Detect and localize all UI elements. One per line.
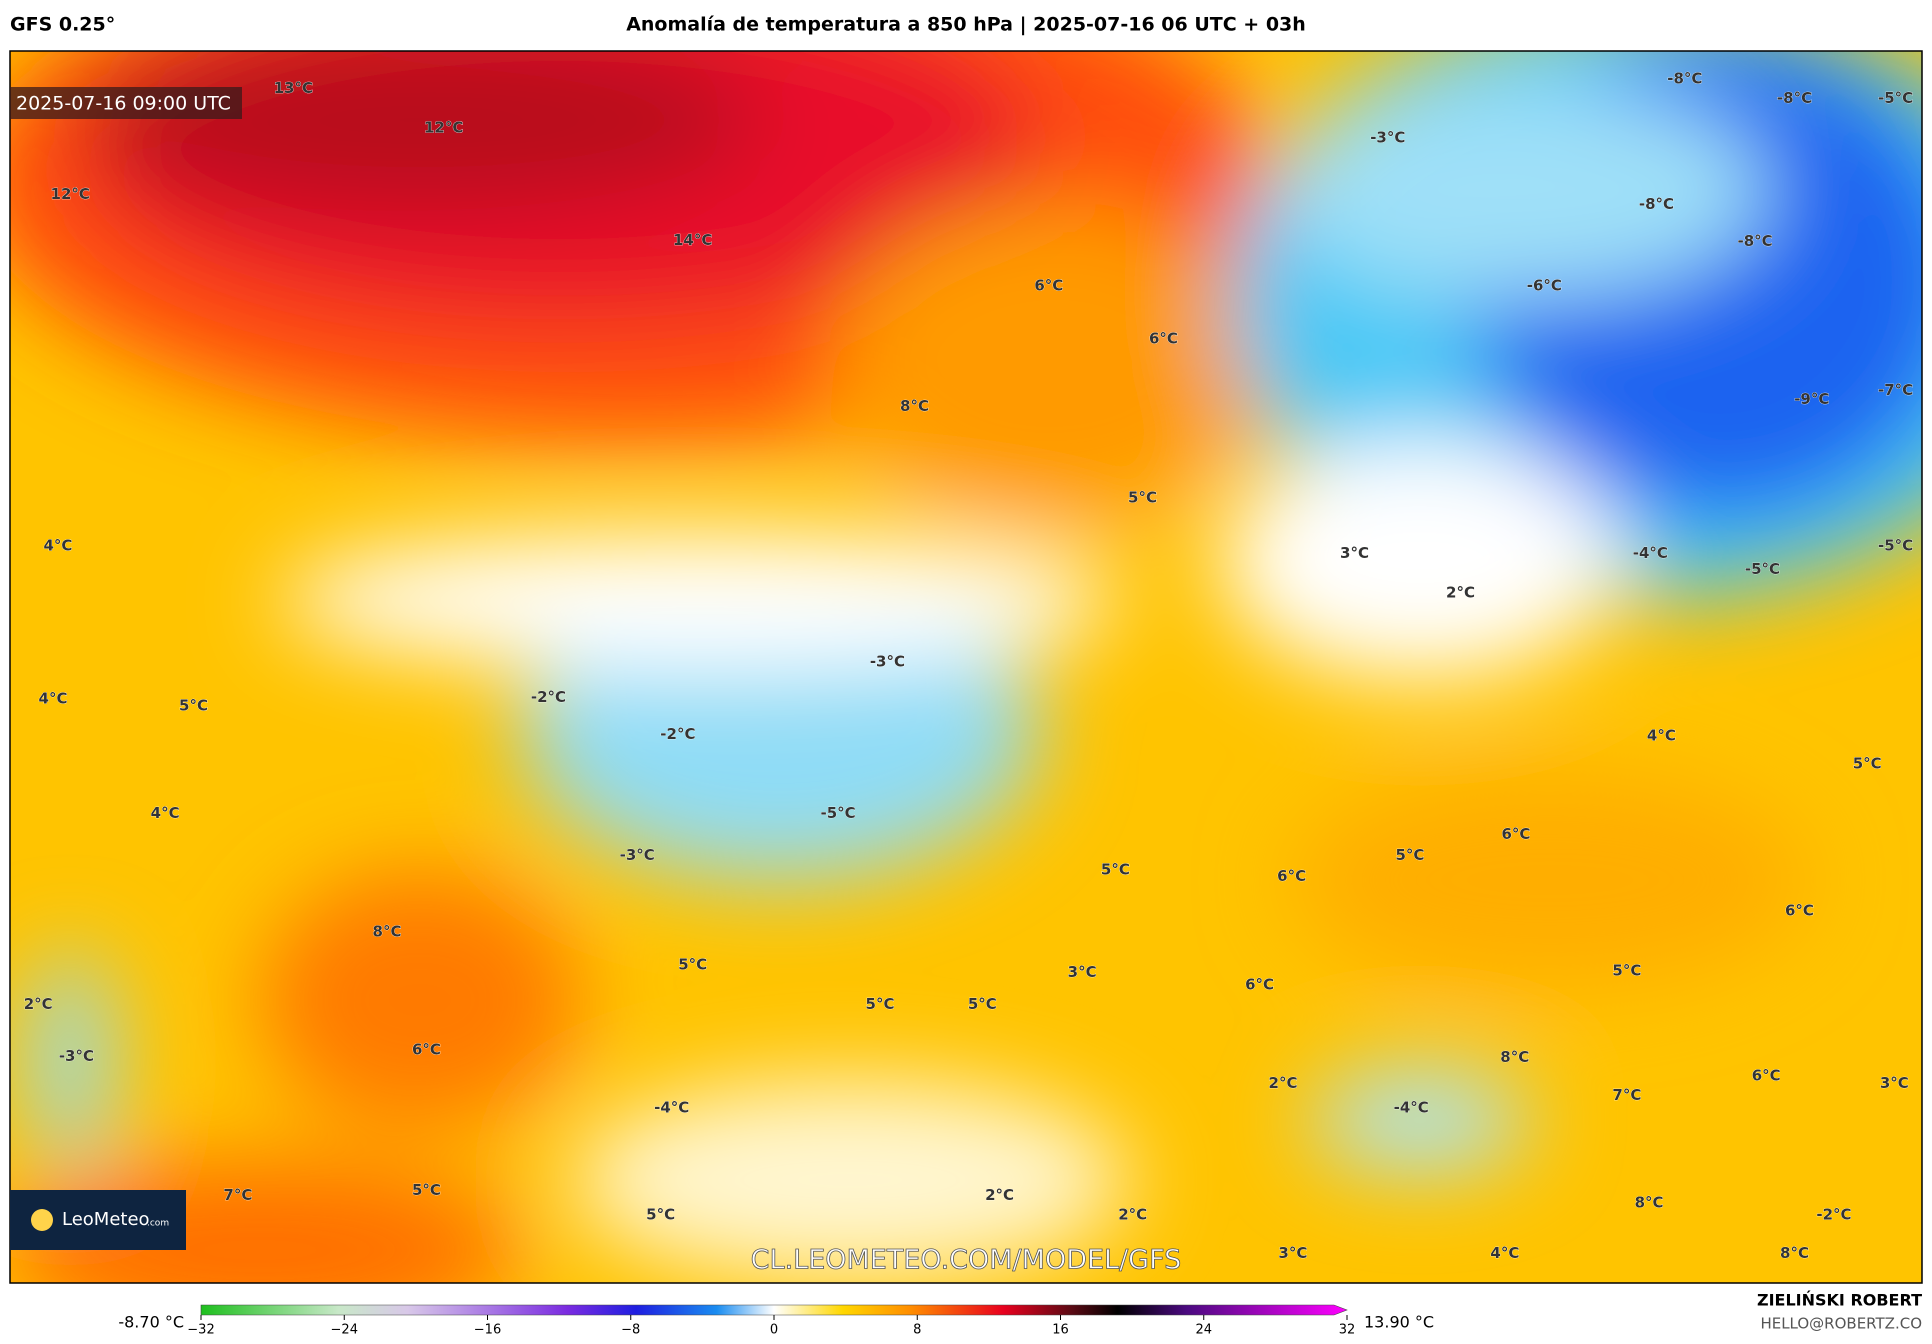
- temperature-label: -9°C: [1794, 390, 1829, 408]
- map-labels: 13°C 12°C 12°C 14°C 6°C 6°C 8°C 5°C 4°C 3°C 2°C -3°…: [23, 69, 1913, 1262]
- temperature-label: 6°C: [1245, 975, 1274, 993]
- temperature-label: 4°C: [43, 536, 72, 554]
- temperature-label: 5°C: [1612, 962, 1641, 980]
- temperature-label: 8°C: [1635, 1193, 1664, 1211]
- colorbar-max: 13.90 °C: [1364, 1313, 1434, 1332]
- temperature-label: -8°C: [1639, 195, 1674, 213]
- map-title: Anomalía de temperatura a 850 hPa | 2025…: [626, 14, 1306, 36]
- temperature-label: -2°C: [660, 725, 695, 743]
- temperature-label: 5°C: [412, 1181, 441, 1199]
- logo: LeoMeteo: [62, 1209, 150, 1230]
- email: HELLO@ROBERTZ.CO: [1760, 1315, 1922, 1333]
- temperature-label: 12°C: [424, 119, 463, 137]
- author: ZIELIŃSKI ROBERT: [1757, 1291, 1922, 1310]
- temperature-label: -8°C: [1667, 69, 1702, 87]
- temperature-label: -5°C: [1878, 89, 1913, 107]
- temperature-label: 7°C: [223, 1186, 252, 1204]
- temperature-label: 6°C: [1785, 901, 1814, 919]
- temperature-label: 3°C: [1340, 544, 1369, 562]
- temperature-label: -4°C: [654, 1099, 689, 1117]
- temperature-label: -3°C: [870, 652, 905, 670]
- temperature-label: -8°C: [1737, 232, 1772, 250]
- temperature-label: 5°C: [1128, 488, 1157, 506]
- temperature-label: 6°C: [1149, 329, 1178, 347]
- colorbar-tick-label: 24: [1195, 1323, 1212, 1338]
- temperature-label: 3°C: [1068, 963, 1097, 981]
- temperature-label: 8°C: [373, 922, 402, 940]
- temperature-label: 6°C: [1501, 825, 1530, 843]
- temperature-label: 6°C: [1277, 867, 1306, 885]
- temperature-label: 2°C: [1118, 1206, 1147, 1224]
- temperature-label: -2°C: [531, 688, 566, 706]
- temperature-label: 4°C: [1490, 1244, 1519, 1262]
- logo-sun: [31, 1209, 53, 1231]
- temperature-label: -7°C: [1878, 381, 1913, 399]
- temperature-label: 5°C: [968, 995, 997, 1013]
- temperature-label: 5°C: [1396, 846, 1425, 864]
- colorbar-tick-label: −8: [621, 1323, 640, 1338]
- temperature-label: -5°C: [1878, 536, 1913, 554]
- temperature-label: -4°C: [1633, 544, 1668, 562]
- temperature-label: 4°C: [151, 804, 180, 822]
- temperature-label: 8°C: [1780, 1244, 1809, 1262]
- colorbar-min: -8.70 °C: [118, 1313, 184, 1332]
- temperature-label: 4°C: [39, 689, 68, 707]
- timestamp-box: [10, 87, 242, 119]
- colorbar: [200, 1304, 1348, 1316]
- temperature-label: -5°C: [1745, 560, 1780, 578]
- temperature-label: -8°C: [1777, 89, 1812, 107]
- colorbar-tick-label: 0: [770, 1323, 778, 1338]
- temperature-label: 2°C: [1446, 583, 1475, 601]
- temperature-label: 5°C: [646, 1206, 675, 1224]
- temperature-label: 7°C: [1612, 1086, 1641, 1104]
- colorbar-tick-label: 16: [1052, 1323, 1069, 1338]
- temperature-label: 13°C: [274, 79, 313, 97]
- timestamp: 2025-07-16 09:00 UTC: [16, 93, 231, 115]
- temperature-label: 5°C: [866, 995, 895, 1013]
- temperature-label: 3°C: [1880, 1074, 1909, 1092]
- temperature-label: -3°C: [1370, 129, 1405, 147]
- temperature-label: 5°C: [1853, 755, 1882, 773]
- temperature-label: 2°C: [24, 995, 53, 1013]
- colorbar-tick-label: 8: [913, 1323, 921, 1338]
- colorbar-tick-label: −16: [474, 1323, 501, 1338]
- temperature-label: 2°C: [1269, 1074, 1298, 1092]
- temperature-label: 12°C: [51, 185, 90, 203]
- watermark: CL.LEOMETEO.COM/MODEL/GFS: [751, 1245, 1182, 1276]
- temperature-label: 8°C: [1500, 1048, 1529, 1066]
- temperature-label: -3°C: [59, 1047, 94, 1065]
- temperature-label: 3°C: [1278, 1244, 1307, 1262]
- temperature-label: -5°C: [821, 804, 856, 822]
- colorbar-tick-label: −24: [331, 1323, 358, 1338]
- colorbar-tick-label: −32: [187, 1323, 214, 1338]
- map-frame: [9, 50, 1923, 1284]
- logo-suffix: .com: [147, 1219, 169, 1229]
- temperature-label: 6°C: [1034, 276, 1063, 294]
- temperature-label: 4°C: [1647, 726, 1676, 744]
- temperature-label: 5°C: [1101, 861, 1130, 879]
- temperature-label: -6°C: [1527, 276, 1562, 294]
- temperature-label: 8°C: [900, 397, 929, 415]
- temperature-label: 14°C: [673, 231, 712, 249]
- colorbar-tick-label: 32: [1339, 1323, 1356, 1338]
- temperature-label: 6°C: [1752, 1066, 1781, 1084]
- model-name: GFS 0.25°: [10, 14, 115, 36]
- temperature-label: -3°C: [620, 846, 655, 864]
- temperature-label: -2°C: [1816, 1206, 1851, 1224]
- temperature-label: -4°C: [1394, 1099, 1429, 1117]
- temperature-label: 5°C: [678, 956, 707, 974]
- temperature-label: 6°C: [412, 1041, 441, 1059]
- temperature-label: 2°C: [985, 1186, 1014, 1204]
- temperature-label: 5°C: [179, 697, 208, 715]
